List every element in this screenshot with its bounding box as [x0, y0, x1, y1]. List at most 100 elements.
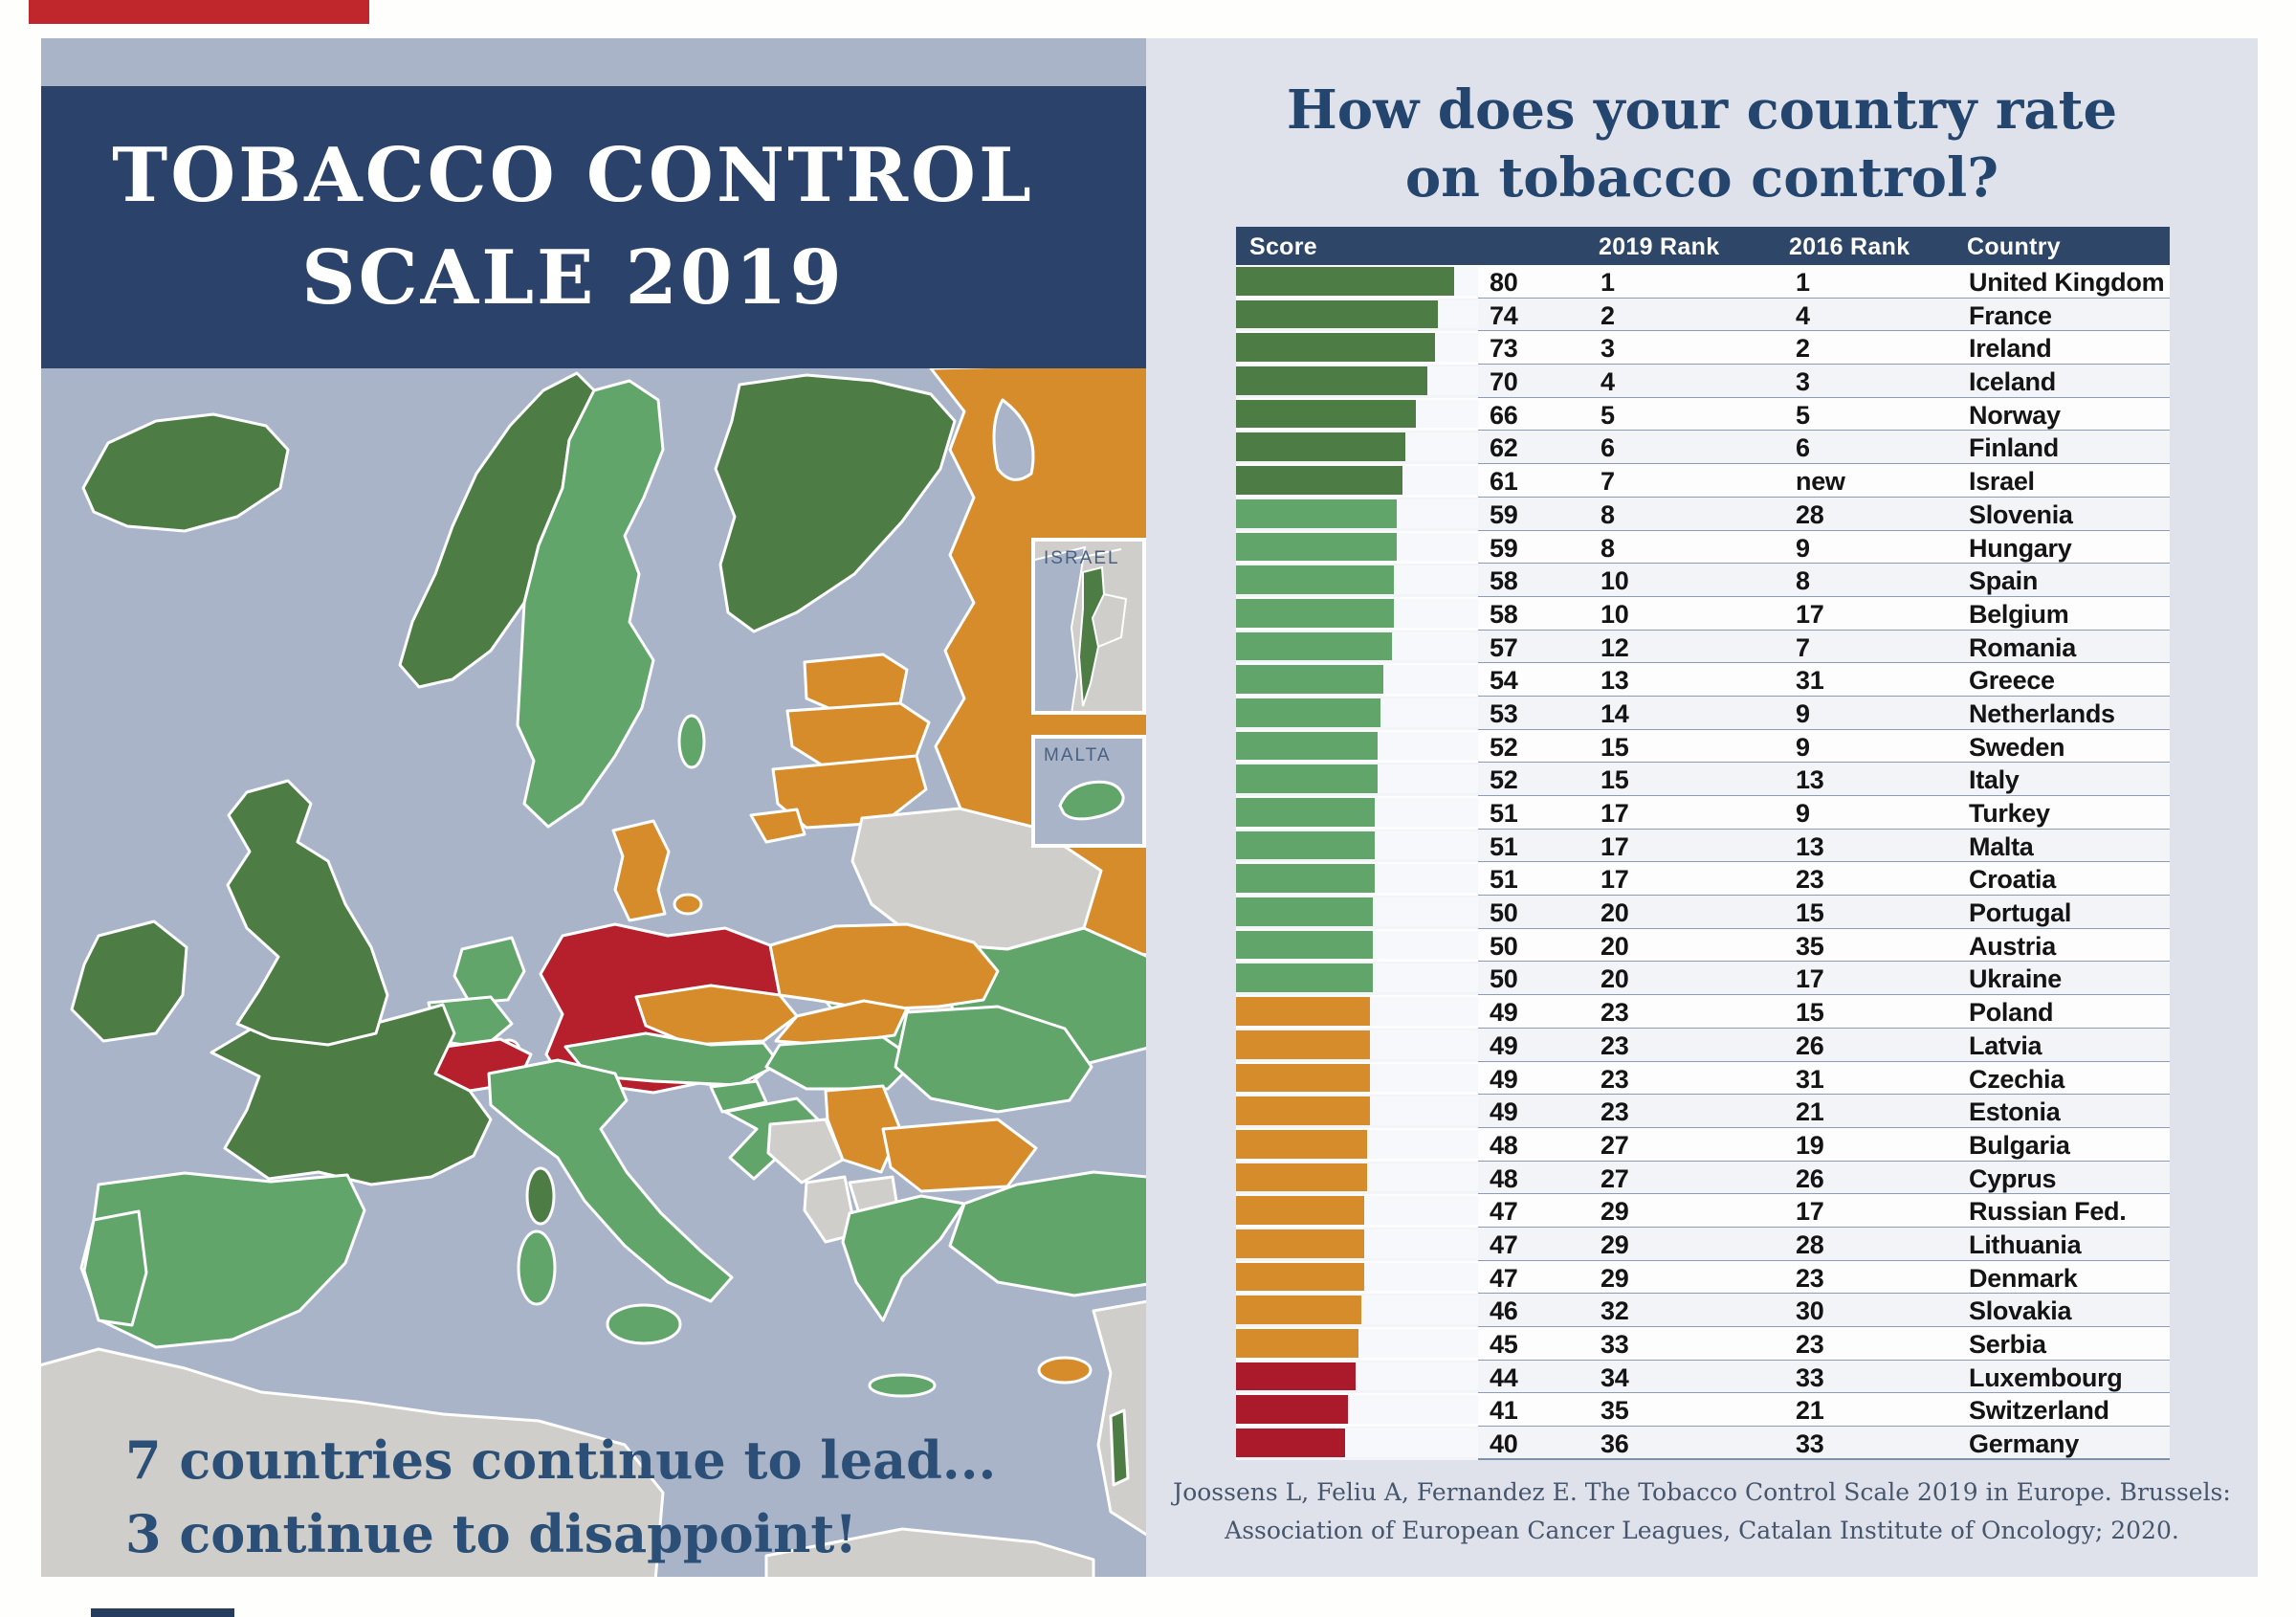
score-value: 51 [1490, 799, 1518, 828]
score-bar-cell [1236, 497, 1478, 531]
country-name: Finland [1969, 433, 2059, 463]
rank-2016-value: 2 [1796, 334, 1810, 364]
table-row: 41 35 21 Switzerland [1236, 1393, 2170, 1428]
table-row: 53 14 9 Netherlands [1236, 696, 2170, 730]
table-row: 44 34 33 Luxembourg [1236, 1360, 2170, 1394]
table-row: 49 23 26 Latvia [1236, 1028, 2170, 1062]
inset-malta-map [1035, 739, 1142, 844]
score-bar [1236, 1296, 1362, 1324]
score-value: 48 [1490, 1163, 1518, 1193]
map-sea-white-sea-inlet [992, 398, 1035, 481]
map-region-libya-egypt [764, 1527, 1095, 1577]
rank-2016-value: 30 [1796, 1296, 1824, 1326]
map-country-united-kingdom [226, 779, 389, 1047]
score-value: 50 [1490, 898, 1518, 928]
map-country-italy [487, 1058, 734, 1303]
citation: Joossens L, Feliu A, Fernandez E. The To… [1146, 1473, 2258, 1550]
score-bar-track [1236, 1262, 1478, 1292]
score-bar [1236, 399, 1417, 429]
score-bar-track [1236, 1096, 1478, 1125]
score-value: 49 [1490, 1030, 1518, 1060]
map-island-gotland [677, 714, 706, 769]
score-value: 41 [1490, 1396, 1518, 1426]
map-country-slovakia [774, 999, 909, 1047]
score-value: 59 [1490, 533, 1518, 563]
country-name: Romania [1969, 632, 2076, 662]
country-name: Latvia [1969, 1030, 2042, 1060]
rank-2019-value: 20 [1601, 898, 1629, 928]
rank-2016-value: 3 [1796, 367, 1810, 397]
country-name: Norway [1969, 400, 2061, 430]
table-row: 74 2 4 France [1236, 298, 2170, 332]
map-country-ireland [70, 919, 188, 1043]
rank-2016-value: 26 [1796, 1163, 1824, 1193]
score-value: 52 [1490, 765, 1518, 795]
score-bar-cell [1236, 1095, 1478, 1128]
rank-2019-value: 33 [1601, 1330, 1629, 1359]
score-bar [1236, 831, 1376, 860]
rank-2016-value: 23 [1796, 1330, 1824, 1359]
table-row: 59 8 9 Hungary [1236, 530, 2170, 565]
country-name: Russian Fed. [1969, 1197, 2127, 1227]
rank-2016-value: 17 [1796, 964, 1824, 994]
score-bar-track [1236, 399, 1478, 429]
table-row: 40 36 33 Germany [1236, 1427, 2170, 1460]
map-country-greece [841, 1194, 966, 1322]
score-value: 45 [1490, 1330, 1518, 1359]
score-value: 50 [1490, 964, 1518, 994]
row-values: 59 8 9 Hungary [1478, 531, 2170, 565]
rank-2019-value: 23 [1601, 1064, 1629, 1094]
country-name: Hungary [1969, 533, 2072, 563]
score-bar [1236, 1129, 1367, 1159]
rank-2016-value: 26 [1796, 1030, 1824, 1060]
table-row: 70 4 3 Iceland [1236, 365, 2170, 398]
rank-2016-value: 28 [1796, 1229, 1824, 1259]
row-values: 47 29 23 Denmark [1478, 1261, 2170, 1295]
rank-2019-value: 23 [1601, 1097, 1629, 1127]
table-row: 52 15 9 Sweden [1236, 729, 2170, 764]
score-value: 70 [1490, 367, 1518, 397]
citation-line1: Joossens L, Feliu A, Fernandez E. The To… [1173, 1478, 2231, 1506]
banner-title-line2: SCALE 2019 [301, 233, 845, 321]
score-bar-cell [1236, 1427, 1478, 1460]
score-table: Score 2019 Rank 2016 Rank Country 80 1 1 Un… [1236, 227, 2170, 1460]
score-bar-track [1236, 1129, 1478, 1159]
score-bar [1236, 565, 1395, 594]
score-bar-cell [1236, 331, 1478, 365]
rank-2019-value: 3 [1601, 334, 1615, 364]
map-country-turkey [948, 1170, 1146, 1297]
map-country-netherlands [453, 936, 526, 1005]
map-region-kaliningrad [749, 808, 806, 844]
row-values: 73 3 2 Ireland [1478, 331, 2170, 365]
rank-2019-value: 20 [1601, 964, 1629, 994]
score-bar [1236, 1362, 1357, 1391]
citation-line2: Association of European Cancer Leagues, … [1225, 1517, 2179, 1544]
score-bar-cell [1236, 896, 1478, 929]
rank-2019-value: 15 [1601, 765, 1629, 795]
map-country-bulgaria [881, 1118, 1038, 1193]
score-bar [1236, 665, 1384, 694]
country-name: Italy [1969, 765, 2020, 795]
rank-2016-value: 19 [1796, 1130, 1824, 1160]
rank-2016-value: 21 [1796, 1097, 1824, 1127]
map-country-iceland [81, 412, 290, 533]
tagline-line2: 3 continue to disappoint! [125, 1502, 858, 1564]
score-bar [1236, 432, 1405, 462]
row-values: 44 34 33 Luxembourg [1478, 1361, 2170, 1394]
score-bar-cell [1236, 796, 1478, 830]
inset-israel: ISRAEL [1031, 538, 1146, 715]
table-row: 45 33 23 Serbia [1236, 1327, 2170, 1361]
score-value: 50 [1490, 931, 1518, 961]
score-bar-cell [1236, 1127, 1478, 1162]
map-country-france [210, 1003, 493, 1186]
score-bar-track [1236, 731, 1478, 761]
score-bar [1236, 598, 1395, 628]
score-value: 52 [1490, 732, 1518, 762]
row-values: 61 7 new Israel [1478, 464, 2170, 498]
panel-title-line1: How does your country rate [1286, 78, 2118, 142]
score-bar-cell [1236, 530, 1478, 565]
table-row: 66 5 5 Norway [1236, 397, 2170, 432]
score-bar [1236, 964, 1373, 993]
country-name: Spain [1969, 566, 2039, 596]
rank-2019-value: 17 [1601, 865, 1629, 895]
